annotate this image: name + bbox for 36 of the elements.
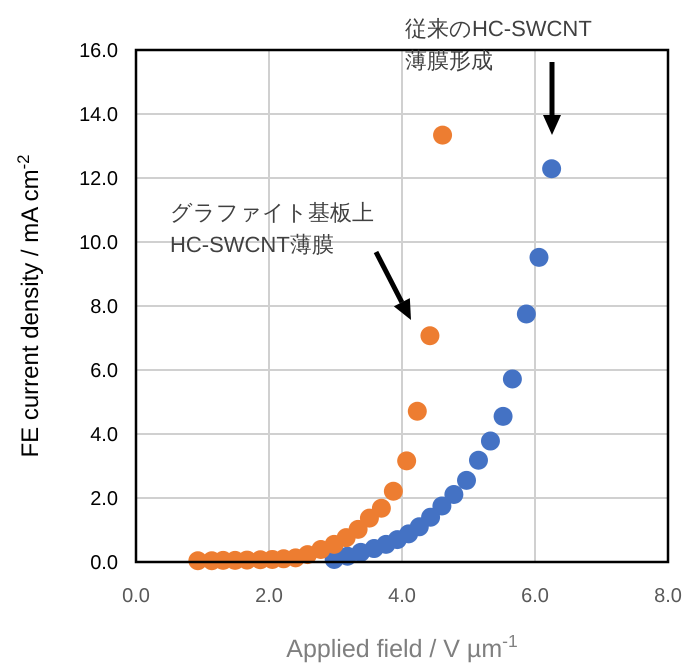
y-tick-label: 2.0 [90,488,118,510]
point [433,126,452,145]
x-tick-label: 6.0 [521,585,549,607]
y-tick-label: 16.0 [79,40,118,62]
point [444,484,464,504]
point [372,498,391,518]
x-tick-label: 8.0 [654,585,682,607]
point [421,508,440,527]
point [516,304,536,324]
y-tick-label: 8.0 [90,296,118,318]
point [502,369,522,388]
x-tick-label: 2.0 [255,585,283,607]
y-tick-label: 6.0 [90,360,118,382]
point [494,406,513,426]
y-tick-label: 14.0 [79,104,118,126]
point [384,482,403,501]
x-tick-label: 0.0 [122,585,150,607]
y-tick-label: 10.0 [79,232,118,254]
point [468,450,488,470]
point [542,159,562,178]
point [432,496,452,516]
point [408,402,427,421]
y-tick-label: 0.0 [90,552,118,574]
x-axis-title: Applied field / V µm$^{-1}$ [286,631,518,663]
point [480,432,500,451]
point [529,248,548,267]
point [360,508,379,528]
x-tick-label: 4.0 [388,585,416,607]
y-tick-label: 4.0 [90,424,118,446]
annotation: グラファイト基板上 HC-SWCNT薄膜 [170,200,374,257]
point [420,326,440,346]
point [397,451,416,470]
y-tick-label: 12.0 [79,168,118,190]
annotation: 従来のHC-SWCNT 薄膜形成 [405,16,592,73]
point [348,520,368,539]
point [457,470,476,490]
